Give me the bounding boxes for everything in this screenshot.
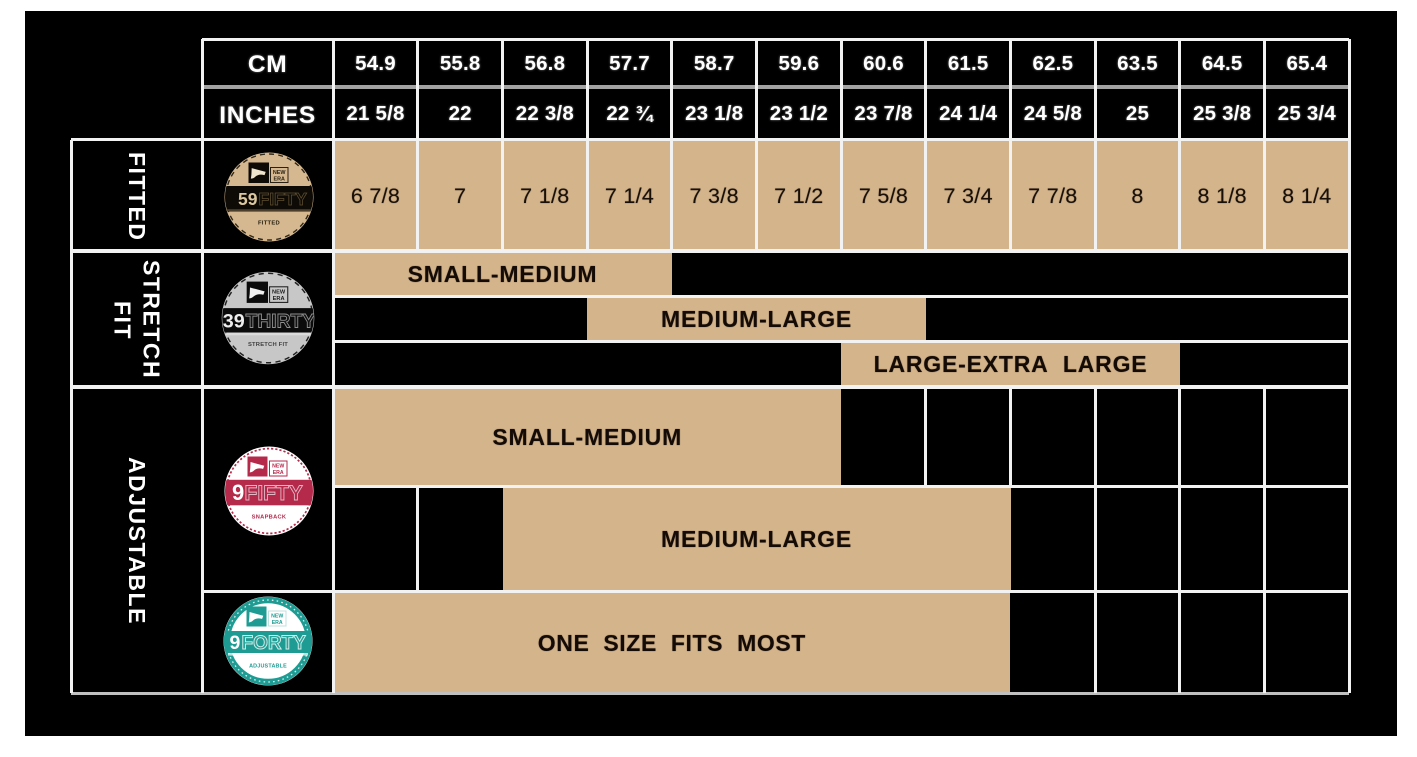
svg-text:39: 39 bbox=[223, 310, 245, 332]
svg-text:ADJUSTABLE: ADJUSTABLE bbox=[249, 663, 287, 669]
svg-text:FORTY: FORTY bbox=[241, 633, 306, 654]
svg-text:NEW: NEW bbox=[272, 289, 286, 295]
svg-text:ERA: ERA bbox=[274, 176, 285, 182]
svg-text:9: 9 bbox=[232, 480, 244, 505]
svg-text:NEW: NEW bbox=[272, 463, 284, 469]
svg-text:9: 9 bbox=[229, 632, 240, 654]
svg-text:NEW: NEW bbox=[273, 170, 286, 176]
svg-text:SNAPBACK: SNAPBACK bbox=[252, 515, 287, 521]
svg-text:FITTED: FITTED bbox=[258, 220, 280, 226]
svg-text:59: 59 bbox=[238, 188, 258, 208]
svg-text:NEW: NEW bbox=[271, 613, 283, 619]
svg-text:ERA: ERA bbox=[271, 619, 282, 625]
svg-text:STRETCH FIT: STRETCH FIT bbox=[248, 342, 288, 348]
svg-text:ERA: ERA bbox=[273, 470, 284, 476]
svg-text:FIFTY: FIFTY bbox=[259, 188, 308, 208]
svg-text:ERA: ERA bbox=[273, 296, 285, 302]
svg-text:THIRTY: THIRTY bbox=[246, 311, 316, 332]
svg-text:FIFTY: FIFTY bbox=[245, 482, 303, 505]
